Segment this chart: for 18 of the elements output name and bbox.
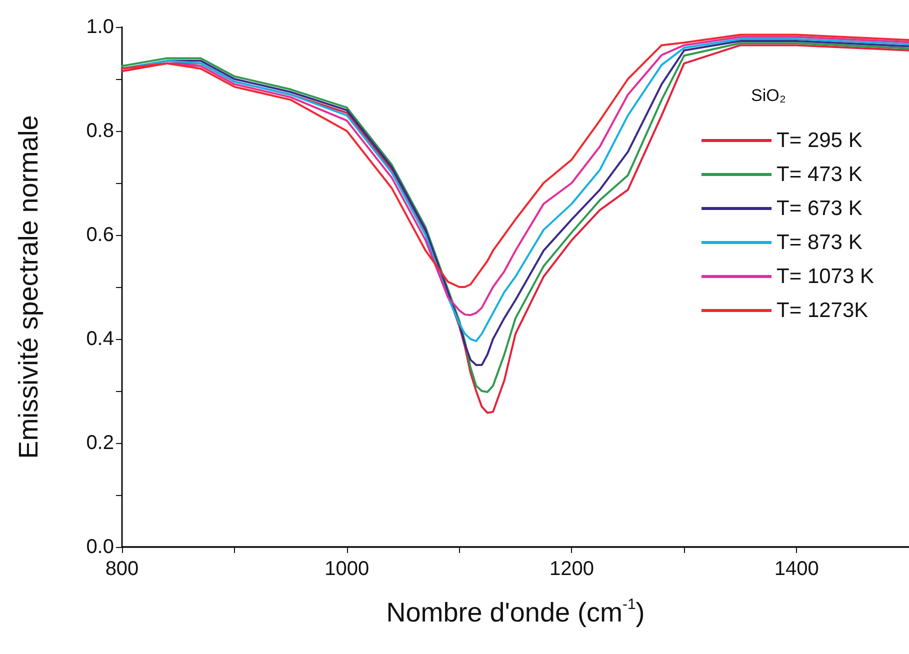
- legend-label: T= 295 K: [776, 129, 862, 152]
- y-tick-label: 1.0: [86, 16, 114, 38]
- legend-label: T= 1073 K: [776, 265, 874, 288]
- x-tick-label: 1200: [549, 558, 594, 580]
- y-tick-label: 0.6: [86, 224, 114, 246]
- legend-title: SiO₂: [751, 86, 786, 105]
- legend-label: T= 673 K: [776, 197, 862, 220]
- legend-label: T= 1273K: [776, 299, 868, 322]
- y-tick-label: 0.0: [86, 536, 114, 558]
- legend-label: T= 873 K: [776, 231, 862, 254]
- legend-label: T= 473 K: [776, 163, 862, 186]
- x-tick-label: 800: [105, 558, 139, 580]
- y-axis-title: Emissivité spectrale normale: [14, 115, 44, 459]
- y-tick-label: 0.2: [86, 432, 114, 454]
- y-tick-label: 0.4: [86, 328, 114, 350]
- x-tick-label: 1400: [774, 558, 819, 580]
- x-tick-label: 1000: [324, 558, 370, 580]
- y-tick-label: 0.8: [86, 120, 114, 142]
